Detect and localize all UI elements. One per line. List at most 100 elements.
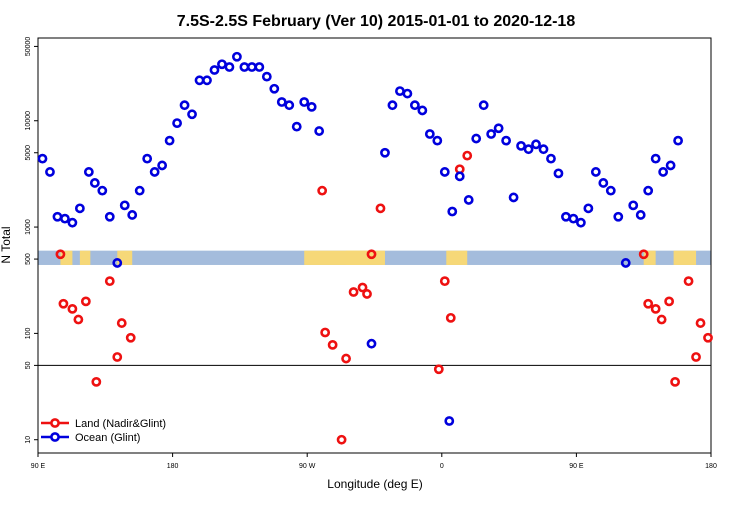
- ocean-point: [246, 62, 257, 72]
- x-tick-label: 90 W: [299, 463, 316, 470]
- ocean-point: [486, 129, 497, 139]
- land-point: [683, 276, 694, 287]
- ocean-point: [299, 97, 310, 107]
- ocean-point: [232, 51, 242, 62]
- land-point: [125, 332, 136, 343]
- ocean-point: [306, 101, 317, 112]
- ocean-point: [187, 109, 197, 120]
- ocean-point: [478, 100, 489, 111]
- ocean-point: [284, 100, 295, 111]
- x-tick-label: 180: [705, 463, 717, 470]
- y-tick-label: 50000: [25, 37, 32, 57]
- ocean-point: [387, 100, 398, 111]
- land-band-segment: [673, 250, 697, 265]
- ocean-point: [164, 135, 175, 146]
- ocean-point: [613, 211, 624, 222]
- legend: Land (Nadir&Glint) Ocean (Glint): [41, 418, 166, 444]
- ocean-point: [104, 211, 115, 222]
- land-point: [375, 203, 386, 214]
- ocean-point: [620, 258, 631, 268]
- legend-land-label: Land (Nadir&Glint): [75, 418, 166, 430]
- plot-layer: 90 E 180 90 W 0 90 E 180 10 50 100 500 1000 5000 100…: [25, 37, 717, 470]
- land-point: [91, 376, 102, 387]
- y-tick-label: 50: [25, 361, 32, 369]
- ocean-point: [553, 168, 564, 179]
- ocean-point: [531, 139, 541, 150]
- ocean-point: [127, 210, 138, 220]
- land-point: [357, 282, 368, 293]
- ocean-point: [83, 167, 94, 177]
- ocean-point: [209, 65, 220, 75]
- ocean-point: [463, 195, 474, 205]
- ocean-point: [172, 118, 182, 129]
- y-tick-label: 10: [25, 436, 32, 444]
- land-band-segment: [79, 250, 91, 265]
- land-point: [670, 376, 681, 387]
- y-tick-label: 5000: [25, 145, 32, 161]
- land-point: [650, 303, 661, 314]
- ocean-point: [291, 121, 302, 132]
- ocean-point: [380, 147, 390, 158]
- land-point: [112, 352, 123, 362]
- ocean-point: [314, 126, 325, 136]
- ocean-point: [89, 178, 100, 188]
- ocean-point: [45, 167, 55, 177]
- land-point: [80, 296, 91, 307]
- ocean-point: [501, 135, 512, 146]
- land-point: [317, 185, 328, 196]
- ocean-point: [67, 217, 78, 228]
- land-point: [327, 339, 338, 350]
- ocean-point: [493, 123, 504, 134]
- ocean-point: [52, 211, 63, 222]
- legend-ocean-label: Ocean (Glint): [75, 432, 140, 444]
- ocean-point: [523, 144, 534, 155]
- ocean-point: [643, 185, 654, 196]
- land-point: [362, 289, 372, 299]
- land-point: [116, 318, 127, 328]
- land-point: [348, 287, 359, 297]
- land-point: [638, 249, 649, 260]
- land-point: [445, 312, 456, 323]
- ocean-point: [179, 100, 190, 111]
- ocean-point: [590, 167, 601, 177]
- land-point: [462, 150, 473, 161]
- land-point: [336, 434, 347, 445]
- ocean-point: [598, 178, 609, 188]
- ocean-point: [395, 86, 405, 96]
- x-tick-label: 90 E: [569, 463, 584, 470]
- land-band-segment: [117, 250, 133, 265]
- ocean-point: [276, 97, 287, 107]
- land-point: [320, 327, 331, 338]
- ocean-point: [605, 185, 616, 196]
- y-tick-label: 100: [25, 327, 32, 339]
- land-point: [104, 276, 115, 287]
- ocean-point: [202, 75, 212, 86]
- ocean-point: [224, 62, 235, 72]
- land-point: [73, 314, 84, 325]
- ocean-point: [508, 192, 519, 203]
- ocean-point: [454, 171, 465, 182]
- land-point: [643, 298, 654, 309]
- ocean-point: [409, 100, 420, 111]
- plot-frame: [37, 37, 712, 454]
- ocean-point: [37, 153, 48, 164]
- legend-land-marker: [50, 418, 60, 428]
- land-band-segment: [346, 250, 382, 265]
- land-point: [703, 332, 713, 343]
- land-point: [341, 353, 351, 364]
- land-point: [55, 249, 66, 260]
- land-band-segment: [643, 250, 656, 265]
- land-point: [664, 296, 675, 307]
- ocean-point: [439, 167, 450, 177]
- ocean-point: [217, 59, 227, 70]
- ocean-point: [673, 135, 683, 146]
- ocean-point: [658, 167, 669, 177]
- ocean-point: [254, 62, 265, 72]
- ocean-point: [568, 213, 579, 224]
- ocean-point: [546, 153, 556, 164]
- ocean-point: [142, 153, 153, 164]
- ocean-point: [417, 105, 428, 116]
- ocean-point: [402, 88, 413, 99]
- ocean-point: [239, 62, 250, 72]
